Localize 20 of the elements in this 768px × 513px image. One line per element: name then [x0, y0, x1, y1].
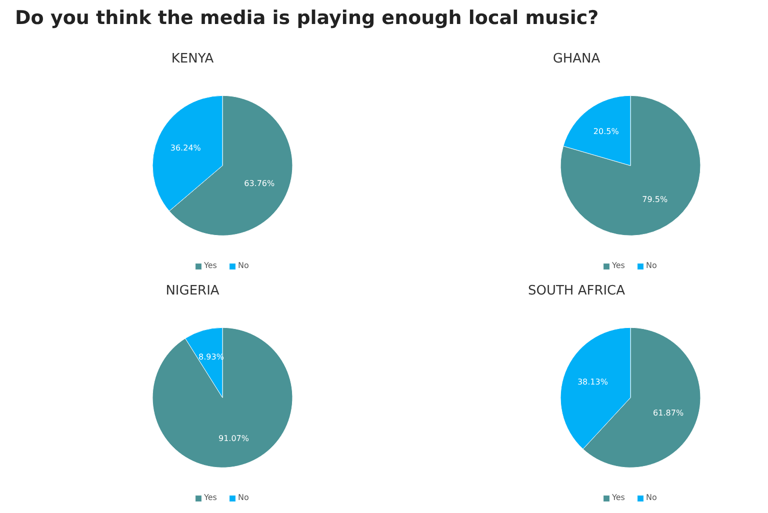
legend-label: No — [646, 493, 658, 502]
text: Do you think the media is playing enough local music? — [15, 6, 599, 31]
chart-title: KENYA — [171, 52, 214, 66]
data-label: 79.5% — [642, 195, 668, 204]
legend-label: Yes — [612, 261, 626, 270]
data-label: 91.07% — [218, 434, 250, 443]
data-label: 63.76% — [244, 178, 276, 188]
legend-label: No — [238, 493, 250, 502]
chart-title: NIGERIA — [166, 284, 220, 298]
data-label: 61.87% — [653, 408, 684, 418]
legend-label: Yes — [204, 493, 218, 502]
data-label: 36.24% — [170, 143, 202, 152]
legend-label: Yes — [204, 261, 218, 270]
legend-label: No — [646, 261, 658, 270]
data-label: 38.13% — [577, 378, 608, 387]
chart-title: GHANA — [552, 52, 600, 66]
legend-label: Yes — [612, 493, 626, 502]
chart-title: SOUTH AFRICA — [528, 284, 626, 298]
legend-label: No — [238, 261, 250, 270]
data-label: 20.5% — [593, 127, 620, 136]
